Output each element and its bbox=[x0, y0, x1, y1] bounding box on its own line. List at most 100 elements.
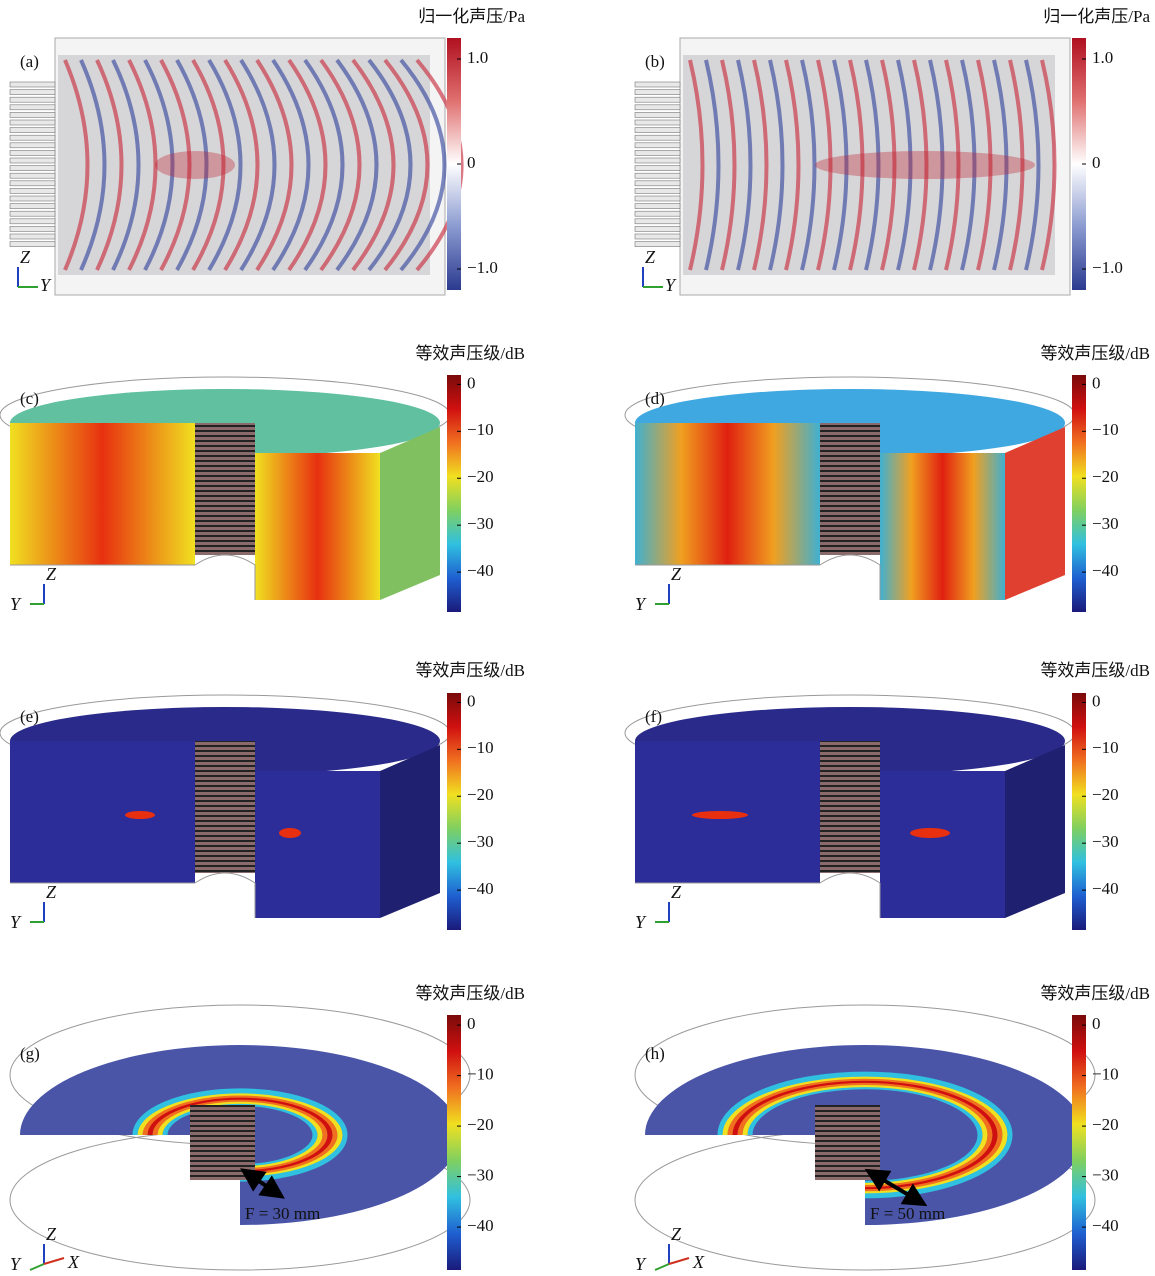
wavefront bbox=[768, 59, 785, 271]
wavefront bbox=[351, 58, 396, 272]
transducer bbox=[634, 233, 681, 240]
colorbar-tick-label: −30 bbox=[467, 832, 494, 851]
colorbar-tick-label: −30 bbox=[1092, 514, 1119, 533]
axis-label: Z bbox=[46, 1224, 57, 1244]
panel: (b) ZY 归一化声压/Pa 1.0 0 −1.0 bbox=[634, 7, 1150, 296]
colorbar-title: 归一化声压/Pa bbox=[418, 7, 525, 26]
colorbar-title: 等效声压级/dB bbox=[1040, 661, 1150, 680]
axis-label: Z bbox=[671, 882, 682, 902]
focal-ring bbox=[137, 1090, 343, 1180]
axis-label: Z bbox=[46, 882, 57, 902]
colorbar-tick-label: −30 bbox=[1092, 1165, 1119, 1184]
colorbar-tick-label: 0 bbox=[1092, 1014, 1101, 1033]
transducer bbox=[634, 165, 681, 171]
transducer bbox=[9, 81, 56, 88]
wavefront bbox=[1024, 59, 1041, 271]
wavefront bbox=[864, 59, 881, 271]
colorbar-title: 等效声压级/dB bbox=[415, 984, 525, 1003]
wavefront bbox=[736, 59, 753, 271]
transducer bbox=[9, 89, 56, 95]
wavefront bbox=[816, 59, 833, 271]
wavefront bbox=[383, 58, 430, 272]
base bbox=[635, 554, 881, 600]
wavefront bbox=[912, 59, 929, 271]
colorbar-tick-label: −40 bbox=[1092, 879, 1119, 898]
panel: (f) Z Y 等效声压级/dB 0 −10 −20 −30 −40 bbox=[624, 661, 1150, 932]
colorbar-tick-label: 0 bbox=[1092, 373, 1101, 392]
wavefront bbox=[207, 58, 243, 272]
wavefront bbox=[191, 58, 226, 272]
colorbar-tick-label: −1.0 bbox=[467, 258, 498, 277]
annotation: F = 50 mm bbox=[870, 1204, 945, 1223]
colorbar-tick-label: −20 bbox=[1092, 1115, 1119, 1134]
wavefront bbox=[175, 59, 209, 271]
colorbar bbox=[447, 693, 461, 930]
transducer bbox=[634, 157, 681, 164]
colorbar-title: 等效声压级/dB bbox=[415, 661, 525, 680]
focal-ring bbox=[157, 1098, 323, 1172]
wavefront bbox=[271, 58, 311, 272]
focal-ring bbox=[742, 1082, 988, 1188]
transducer bbox=[9, 188, 56, 194]
axis-x bbox=[43, 1257, 65, 1265]
focal-ring bbox=[142, 1092, 338, 1178]
colorbar-tick-label: −10 bbox=[1092, 1065, 1119, 1084]
transducer bbox=[9, 172, 56, 179]
axis-label: X bbox=[67, 1252, 80, 1272]
right-face bbox=[255, 453, 380, 600]
panel-label: (c) bbox=[20, 389, 39, 408]
base bbox=[635, 872, 881, 918]
transducer bbox=[634, 241, 681, 247]
colorbar bbox=[1072, 38, 1086, 290]
focal-ring bbox=[722, 1073, 1008, 1197]
axis-label: X bbox=[692, 1252, 705, 1272]
transducer bbox=[9, 157, 56, 164]
wavefront bbox=[143, 59, 175, 271]
transducer bbox=[9, 112, 56, 118]
wavefront bbox=[255, 58, 294, 272]
right-face bbox=[255, 771, 380, 918]
column bbox=[195, 423, 255, 555]
hot-spot bbox=[279, 828, 301, 838]
wavefront bbox=[239, 58, 277, 272]
axis-label: Y bbox=[10, 912, 22, 932]
axis-label: Y bbox=[635, 912, 647, 932]
wavefront bbox=[784, 59, 801, 271]
panel: (e) Z Y 等效声压级/dB 0 −10 −20 −30 −40 bbox=[0, 661, 525, 932]
colorbar-title: 归一化声压/Pa bbox=[1043, 7, 1150, 26]
panel: F = 50 mm (h) Z Y X 等效声压级/dB 0 −10 −20 −30 −40 bbox=[634, 984, 1150, 1274]
axis-label: Y bbox=[635, 594, 647, 614]
transducer bbox=[9, 119, 56, 126]
transducer bbox=[634, 89, 681, 95]
colorbar-tick-label: −1.0 bbox=[1092, 258, 1123, 277]
wavefront bbox=[1040, 59, 1057, 271]
wavefront bbox=[944, 59, 961, 271]
wavefront bbox=[992, 59, 1009, 271]
wavefront bbox=[95, 59, 124, 271]
wavefront bbox=[367, 58, 413, 272]
wavefront bbox=[896, 59, 913, 271]
colorbar bbox=[447, 1015, 461, 1270]
wavefront bbox=[848, 59, 865, 271]
transducer bbox=[634, 180, 681, 187]
axis-label: Y bbox=[10, 594, 22, 614]
column bbox=[820, 741, 880, 873]
colorbar-tick-label: 0 bbox=[1092, 691, 1101, 710]
colorbar-tick-label: −30 bbox=[1092, 832, 1119, 851]
panel: (d) Z Y 等效声压级/dB 0 −10 −20 −30 −40 bbox=[624, 344, 1150, 614]
side-face bbox=[1005, 427, 1065, 600]
focal-ring bbox=[737, 1080, 993, 1190]
colorbar bbox=[1072, 693, 1086, 930]
focal-ring bbox=[152, 1096, 328, 1174]
panel: F = 30 mm (g) Z Y X 等效声压级/dB 0 −10 −20 −30 −40 bbox=[9, 984, 525, 1274]
wavefront bbox=[159, 59, 192, 271]
wavefront bbox=[720, 59, 737, 271]
axis-label: Z bbox=[46, 564, 57, 584]
left-face bbox=[10, 741, 195, 883]
transducer bbox=[634, 188, 681, 194]
axis-label: Z bbox=[671, 564, 682, 584]
wavefront bbox=[800, 59, 817, 271]
wavefront bbox=[688, 59, 705, 271]
wavefront bbox=[127, 59, 158, 271]
colorbar-tick-label: 0 bbox=[467, 691, 476, 710]
